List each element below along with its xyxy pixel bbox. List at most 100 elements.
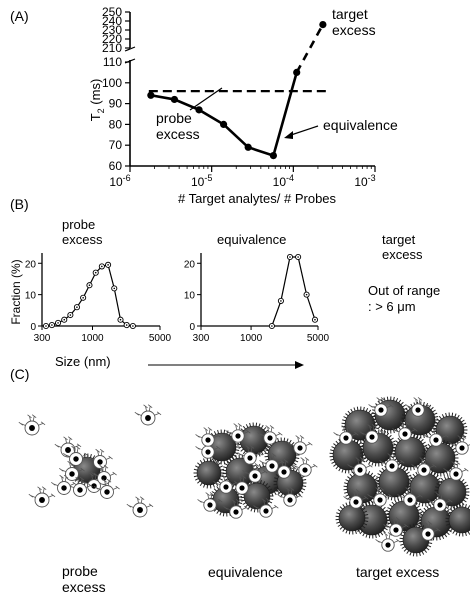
probe-ligand <box>397 461 403 464</box>
probe-ligand <box>433 529 439 532</box>
probe-nanoparticle <box>333 425 359 445</box>
probe-ligand <box>260 471 266 474</box>
b-probe-y-tick-label: 20 <box>25 259 37 270</box>
equivalence-cluster <box>193 422 318 519</box>
probe-ligand-tip <box>367 424 372 428</box>
probe-core <box>69 471 75 477</box>
probe-ligand <box>380 488 383 494</box>
probe-ligand-tip <box>308 441 313 446</box>
b-probe-data-point-dot <box>125 324 128 326</box>
probe-ligand-tip <box>245 445 250 449</box>
probe-ligand-tip <box>242 470 247 474</box>
probe-ligand-tip <box>292 464 297 468</box>
probe-ligand <box>410 488 413 494</box>
probe-ligand <box>112 487 118 490</box>
c-probe-excess-label-line2: excess <box>62 579 106 595</box>
probe-ligand <box>81 454 87 457</box>
probe-ligand-tip <box>99 464 104 469</box>
probe-ligand-tip <box>147 404 153 409</box>
probe-ligand <box>423 405 429 408</box>
probe-ligand-tip <box>233 423 238 427</box>
probe-ligand <box>461 469 467 472</box>
probe-ligand-tip <box>265 425 270 429</box>
probe-nanoparticle <box>253 498 279 518</box>
probe-core <box>104 489 110 495</box>
probe-ligand-tip <box>237 423 243 427</box>
probe-core <box>77 487 83 493</box>
panel-label-b: (B) <box>10 196 29 212</box>
b-equivalence-data-point-dot <box>271 325 273 327</box>
probe-ligand-tip <box>419 457 424 461</box>
probe-ligand-tip <box>380 397 386 401</box>
probe-ligand <box>445 500 451 503</box>
b-equivalence-x-tick-label: 300 <box>193 333 210 344</box>
probe-ligand <box>269 454 272 461</box>
probe-ligand <box>389 454 392 461</box>
probe-ligand <box>100 450 103 456</box>
probe-ligand-tip <box>225 474 231 478</box>
probe-nanoparticle <box>242 463 268 483</box>
b-equivalence-title: equivalence <box>217 232 287 247</box>
probe-ligand-tip <box>379 460 384 464</box>
probe-ligand-tip <box>436 527 441 532</box>
probe-ligand <box>456 462 459 468</box>
b-target-excess-title: target excess <box>382 232 422 262</box>
probe-ligand <box>65 438 67 444</box>
probe-ligand-tip <box>439 492 445 496</box>
probe-nanoparticle <box>368 397 394 417</box>
probe-ligand <box>295 495 301 498</box>
probe-ligand-tip <box>237 452 242 456</box>
probe-ligand <box>424 458 427 464</box>
probe-ligand-tip <box>139 496 145 501</box>
probe-ligand-tip <box>75 445 81 450</box>
probe-ligand <box>146 504 152 508</box>
probe-ligand <box>243 431 249 434</box>
probe-ligand <box>239 476 242 483</box>
target-excess-cluster <box>329 396 470 557</box>
probe-nanoparticle <box>347 457 373 477</box>
chart-a-x-axis-label: # Target analytes/ # Probes <box>178 191 337 206</box>
annotation-probe-excess-line1: probe <box>156 110 192 126</box>
b-probe-data-point-dot <box>82 296 84 299</box>
probe-nanoparticle <box>134 404 162 426</box>
probe-core <box>269 463 275 469</box>
probe-ligand <box>247 446 250 453</box>
probe-ligand-tip <box>285 487 290 491</box>
probe-ligand <box>343 426 346 433</box>
probe-ligand-tip <box>427 499 432 503</box>
probe-ligand-tip <box>461 435 467 439</box>
probe-ligand <box>272 454 275 460</box>
probe-ligand-tip <box>84 452 89 457</box>
probe-ligand <box>297 436 300 443</box>
probe-nanoparticle <box>59 460 85 481</box>
b-probe-excess-title: probe excess <box>62 217 102 247</box>
probe-nanoparticle <box>375 532 401 552</box>
target-sphere-body <box>448 506 470 534</box>
c-target-excess-label: target excess <box>356 564 440 580</box>
probe-ligand-tip <box>400 421 405 425</box>
probe-core <box>433 437 439 443</box>
probe-ligand <box>210 493 213 499</box>
probe-core <box>437 502 443 508</box>
probe-ligand-tip <box>94 486 99 490</box>
probe-ligand <box>101 466 104 472</box>
probe-core <box>61 485 67 491</box>
probe-ligand <box>85 485 91 488</box>
probe-ligand-tip <box>197 499 202 503</box>
probe-ligand <box>365 465 371 468</box>
probe-ligand <box>263 499 266 506</box>
probe-nanoparticle <box>126 496 154 518</box>
probe-ligand-tip <box>289 487 295 491</box>
probe-ligand <box>437 493 440 500</box>
probe-ligand-tip <box>246 429 251 434</box>
probe-ligand-tip <box>391 453 397 457</box>
probe-ligand <box>385 533 388 540</box>
probe-ligand-tip <box>435 427 441 431</box>
probe-core <box>287 497 293 503</box>
probe-ligand <box>252 464 255 471</box>
probe-ligand-tip <box>359 457 365 461</box>
probe-ligand <box>429 465 435 468</box>
probe-ligand <box>440 493 443 499</box>
probe-ligand-tip <box>443 468 448 472</box>
